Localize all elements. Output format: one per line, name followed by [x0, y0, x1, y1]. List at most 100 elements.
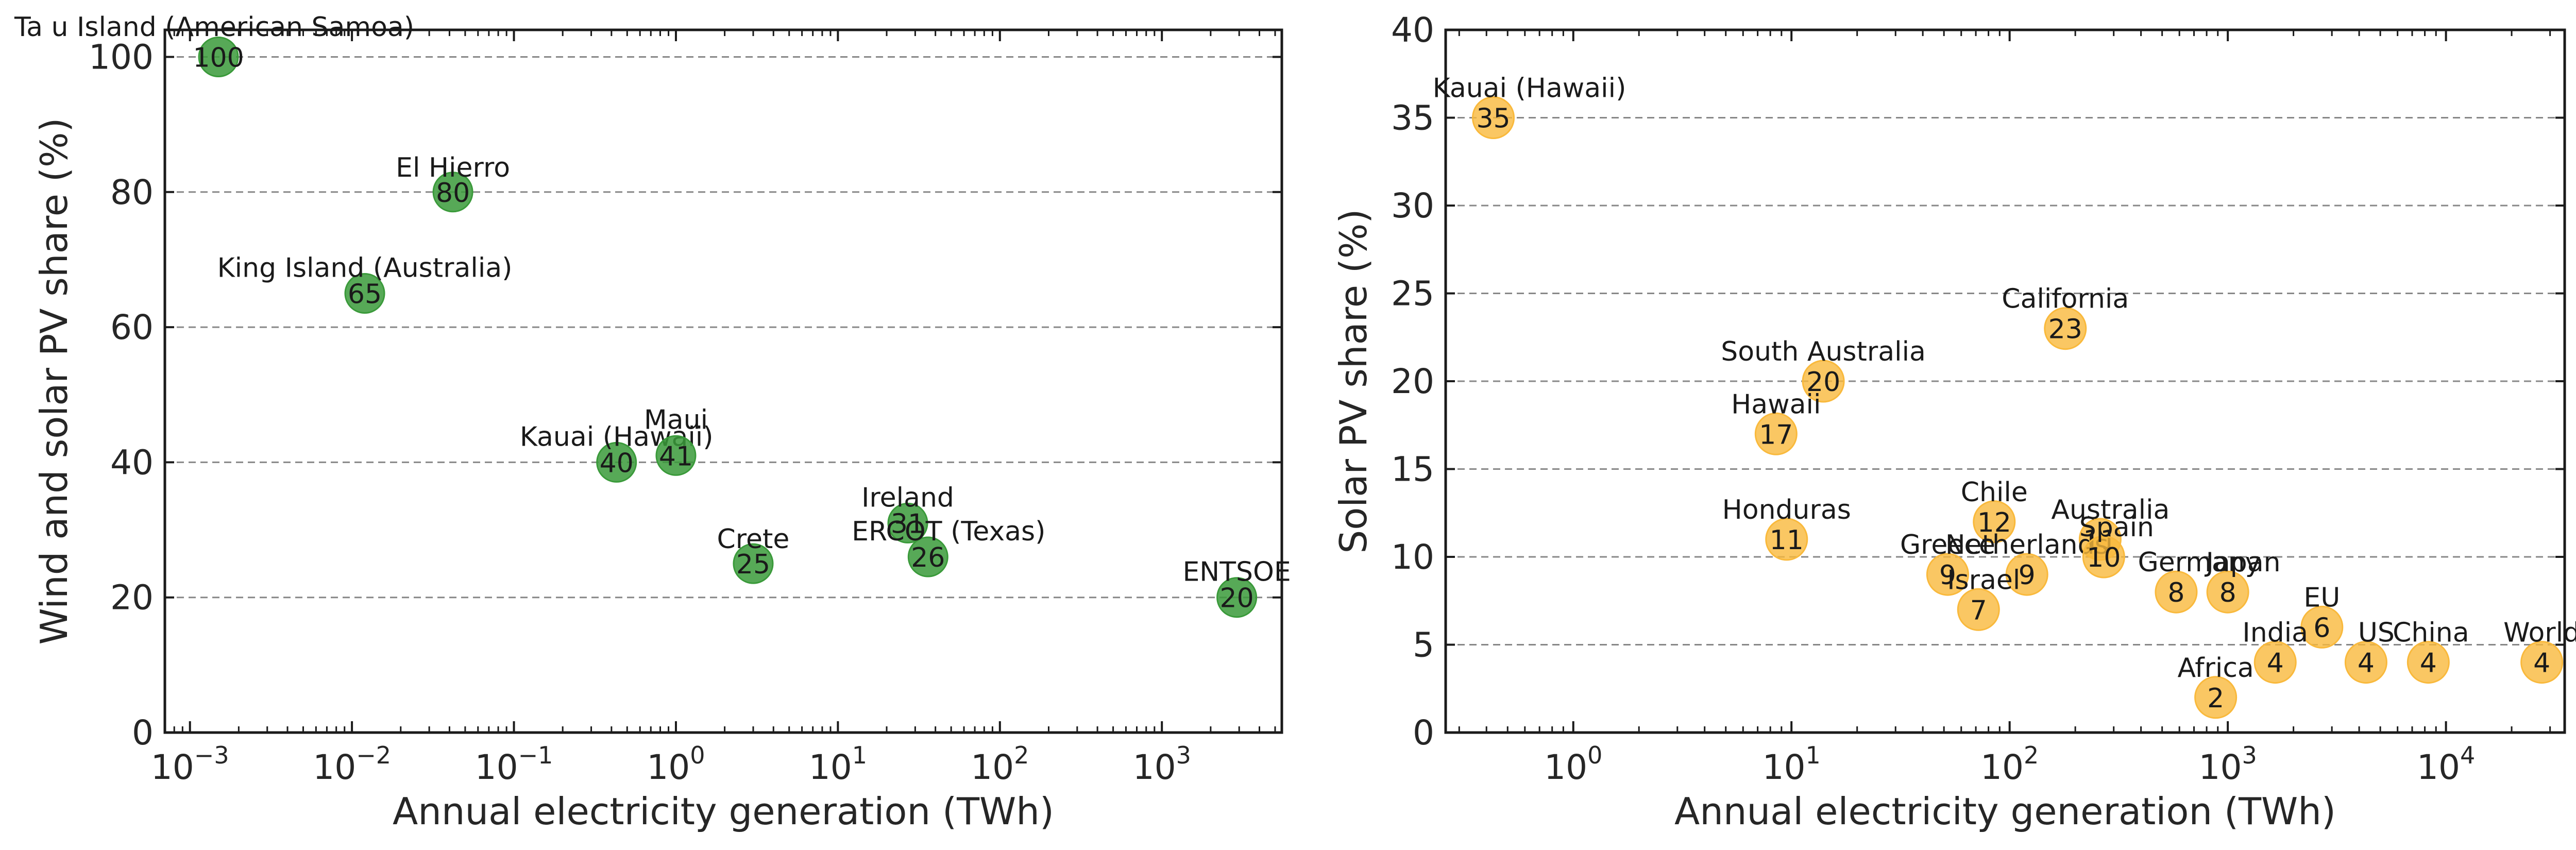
- point-value-label: 11: [1770, 525, 1804, 556]
- point-value-label: 40: [600, 448, 634, 479]
- point-name-label: Spain: [2079, 512, 2154, 543]
- point-name-label: Chile: [1961, 477, 2028, 508]
- x-tick-exponent: 4: [2460, 741, 2475, 769]
- point-name-label: Crete: [717, 524, 790, 555]
- point-name-label: Ireland: [861, 482, 954, 513]
- y-tick-label: 40: [110, 443, 154, 482]
- point-value-label: 9: [2019, 560, 2036, 591]
- x-tick-label: 100: [1544, 741, 1602, 787]
- point-value-label: 4: [2267, 648, 2284, 679]
- x-tick-base: 10: [647, 747, 690, 787]
- data-point: [2044, 307, 2087, 350]
- point-value-label: 35: [1476, 104, 1510, 134]
- point-name-label: El Hierro: [396, 152, 510, 183]
- y-tick-label: 15: [1391, 450, 1434, 489]
- x-tick-label: 10−2: [313, 741, 391, 787]
- x-tick-label: 100: [647, 741, 705, 787]
- point-name-label: South Australia: [1721, 336, 1926, 367]
- point-name-label: Netherlands: [1945, 530, 2109, 560]
- x-tick-label: 103: [1133, 741, 1191, 787]
- x-tick-exponent: −1: [518, 741, 553, 769]
- x-axis-label: Annual electricity generation (TWh): [393, 790, 1054, 833]
- data-point: [2155, 570, 2198, 614]
- y-tick-label: 100: [89, 37, 154, 77]
- x-tick-label: 10−3: [151, 741, 229, 787]
- point-name-label: World: [2503, 618, 2576, 649]
- x-tick-base: 10: [2199, 747, 2242, 787]
- data-point: [2520, 641, 2564, 684]
- data-point: [2082, 535, 2125, 579]
- point-value-label: 41: [659, 441, 693, 472]
- point-value-label: 4: [2533, 648, 2550, 679]
- x-tick-base: 10: [1980, 747, 2024, 787]
- point-value-label: 20: [1220, 583, 1254, 614]
- data-point: [1765, 518, 1808, 561]
- point-value-label: 12: [1977, 507, 2011, 538]
- data-point: [2253, 641, 2297, 684]
- data-point: [432, 172, 473, 213]
- y-axis-label: Solar PV share (%): [1332, 209, 1375, 554]
- data-point: [1973, 500, 2016, 543]
- y-tick-label: 5: [1413, 625, 1434, 665]
- data-point: [1802, 360, 1845, 403]
- point-value-label: 7: [1970, 595, 1987, 626]
- x-tick-label: 103: [2199, 741, 2257, 787]
- point-value-label: 20: [1806, 367, 1840, 398]
- x-tick-exponent: 3: [2242, 741, 2257, 769]
- x-tick-exponent: 3: [1176, 741, 1191, 769]
- y-tick-label: 10: [1391, 537, 1434, 577]
- data-point: [1472, 96, 1515, 139]
- point-name-label: Honduras: [1722, 495, 1851, 525]
- data-point: [2005, 553, 2048, 596]
- point-name-label: Greece: [1900, 530, 1995, 560]
- x-tick-label: 10−1: [475, 741, 553, 787]
- point-value-label: 80: [436, 178, 470, 209]
- plot-frame: [163, 28, 1283, 734]
- point-name-label: Africa: [2177, 653, 2253, 684]
- y-tick-label: 80: [110, 173, 154, 212]
- data-point: [2206, 570, 2249, 614]
- data-point: [907, 536, 948, 577]
- point-value-label: 26: [911, 542, 945, 573]
- y-axis-label: Wind and solar PV share (%): [32, 118, 76, 645]
- x-tick-base: 10: [1133, 747, 1176, 787]
- x-tick-base: 10: [1544, 747, 1587, 787]
- point-name-label: Ta u Island (American Samoa): [14, 12, 414, 43]
- x-tick-label: 104: [2417, 741, 2475, 787]
- point-name-label: ERCOT (Texas): [852, 516, 1045, 547]
- point-value-label: 10: [2087, 542, 2121, 573]
- point-value-label: 65: [348, 279, 382, 310]
- x-tick-exponent: 0: [690, 741, 705, 769]
- point-name-label: Japan: [2205, 547, 2281, 578]
- point-name-label: EU: [2303, 582, 2340, 613]
- point-name-label: Australia: [2051, 495, 2170, 525]
- point-name-label: Germany: [2138, 547, 2261, 578]
- x-tick-base: 10: [971, 747, 1014, 787]
- point-value-label: 9: [1939, 560, 1956, 591]
- point-value-label: 8: [2167, 577, 2184, 608]
- x-tick-base: 10: [1762, 747, 1806, 787]
- data-point: [733, 543, 774, 584]
- point-name-label: China: [2393, 618, 2469, 649]
- x-tick-exponent: −3: [194, 741, 229, 769]
- data-point: [198, 36, 239, 77]
- data-point: [2194, 676, 2238, 719]
- data-point: [2300, 605, 2344, 649]
- y-tick-label: 40: [1391, 10, 1434, 50]
- x-tick-exponent: 2: [1014, 741, 1029, 769]
- y-tick-label: 20: [1391, 362, 1434, 401]
- point-value-label: 100: [193, 42, 244, 73]
- point-value-label: 17: [1759, 419, 1793, 450]
- point-value-label: 31: [891, 508, 925, 539]
- point-name-label: Maui: [644, 404, 708, 435]
- data-point: [887, 502, 928, 543]
- x-tick-exponent: 1: [1806, 741, 1821, 769]
- y-tick-label: 30: [1391, 186, 1434, 226]
- x-tick-exponent: 0: [1587, 741, 1602, 769]
- x-tick-exponent: −2: [356, 741, 391, 769]
- y-tick-label: 20: [110, 578, 154, 618]
- point-name-label: California: [2002, 284, 2129, 315]
